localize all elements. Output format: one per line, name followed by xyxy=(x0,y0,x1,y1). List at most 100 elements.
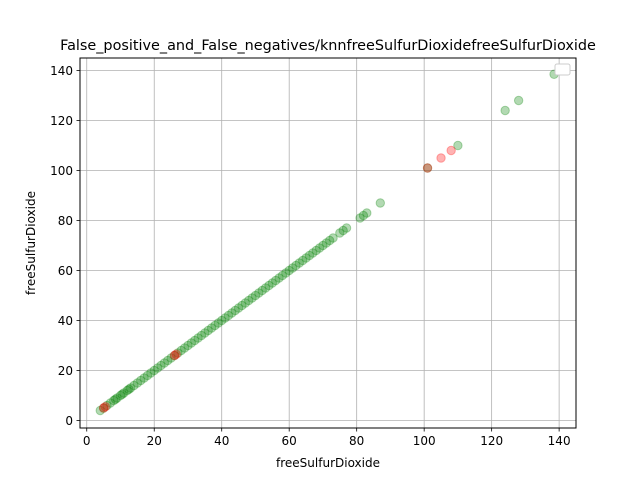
y-tick-label: 60 xyxy=(58,264,73,278)
data-point-correct xyxy=(210,320,220,331)
data-point-correct xyxy=(328,233,338,243)
data-point-correct xyxy=(125,383,136,393)
data-point-correct xyxy=(254,288,264,298)
data-point-correct xyxy=(156,360,166,371)
data-point-misclassified xyxy=(100,402,111,412)
data-point-correct xyxy=(179,343,190,353)
data-point-correct xyxy=(260,283,271,293)
data-point-correct xyxy=(227,308,237,318)
x-tick-label: 0 xyxy=(83,434,91,448)
data-point-correct xyxy=(324,235,335,246)
data-point-correct xyxy=(110,394,121,404)
x-tick-label: 120 xyxy=(480,434,503,448)
data-point-correct xyxy=(223,310,234,321)
data-point-misclassified xyxy=(436,153,446,163)
data-point-correct xyxy=(146,368,156,378)
data-point-correct xyxy=(122,385,132,396)
data-point-correct xyxy=(297,255,308,266)
data-point-correct xyxy=(117,389,127,399)
data-point-correct xyxy=(287,263,298,273)
data-point-correct xyxy=(109,395,119,406)
data-point-correct xyxy=(264,280,274,291)
x-tick-label: 60 xyxy=(282,434,297,448)
x-axis-label: freeSulfurDioxide xyxy=(276,456,380,470)
x-tick-label: 40 xyxy=(214,434,229,448)
data-point-correct xyxy=(166,353,176,363)
data-point-correct xyxy=(200,328,210,338)
plot-frame xyxy=(79,57,577,429)
data-point-correct xyxy=(338,225,348,236)
data-point-correct xyxy=(314,243,325,253)
data-point-correct xyxy=(152,363,163,373)
data-point-correct xyxy=(183,340,193,351)
y-tick-label: 140 xyxy=(50,64,73,78)
data-point-correct xyxy=(321,238,332,248)
data-point-correct xyxy=(173,348,183,358)
data-point-correct xyxy=(230,305,240,316)
data-point-correct xyxy=(240,298,251,308)
data-point-correct xyxy=(102,400,112,411)
data-point-correct xyxy=(267,278,278,288)
data-point-correct xyxy=(294,258,305,268)
data-point-correct xyxy=(139,373,149,383)
data-point-misclassified xyxy=(422,163,433,173)
data-point-correct xyxy=(284,265,294,276)
data-point-correct xyxy=(375,198,385,208)
data-point-correct xyxy=(291,260,301,271)
grid xyxy=(80,58,576,428)
data-point-correct xyxy=(142,370,153,381)
y-tick-label: 100 xyxy=(50,164,73,178)
data-point-correct xyxy=(129,380,139,391)
data-point-misclassified xyxy=(98,403,109,413)
data-point-correct xyxy=(193,333,203,343)
data-point-correct xyxy=(112,393,122,403)
data-points xyxy=(95,69,559,416)
data-point-correct xyxy=(186,338,197,348)
y-tick-label: 120 xyxy=(50,114,73,128)
data-point-correct xyxy=(105,398,116,408)
data-point-correct xyxy=(250,290,261,301)
x-tick-label: 80 xyxy=(349,434,364,448)
data-point-correct xyxy=(124,384,134,394)
data-point-correct xyxy=(500,105,510,116)
data-point-correct xyxy=(362,208,372,218)
data-point-misclassified xyxy=(169,350,180,361)
data-point-correct xyxy=(513,95,524,106)
data-point-correct xyxy=(355,213,365,223)
data-point-correct xyxy=(220,313,230,323)
data-point-correct xyxy=(274,273,284,283)
data-point-correct xyxy=(132,378,143,388)
legend-box xyxy=(554,63,571,76)
data-point-correct xyxy=(281,268,291,278)
data-point-correct xyxy=(176,345,186,356)
data-point-correct xyxy=(237,300,247,311)
data-point-correct xyxy=(271,275,281,286)
data-point-correct xyxy=(169,350,180,361)
data-point-correct xyxy=(119,388,129,398)
data-point-correct xyxy=(341,223,352,233)
data-point-correct xyxy=(98,403,109,413)
data-point-correct xyxy=(203,325,213,336)
data-point-correct xyxy=(159,358,170,368)
y-tick-label: 80 xyxy=(58,214,73,228)
data-point-correct xyxy=(115,390,126,401)
data-point-misclassified xyxy=(446,145,456,156)
x-tick-label: 100 xyxy=(413,434,436,448)
data-point-correct xyxy=(136,375,146,386)
data-point-correct xyxy=(308,248,318,258)
data-point-correct xyxy=(95,405,105,416)
data-point-correct xyxy=(247,293,257,303)
data-point-correct xyxy=(318,240,328,251)
data-point-correct xyxy=(213,318,224,328)
data-point-correct xyxy=(149,365,159,376)
y-tick-label: 20 xyxy=(58,364,73,378)
x-tick-label: 20 xyxy=(147,434,162,448)
data-point-correct xyxy=(311,245,321,256)
data-point-correct xyxy=(301,253,311,263)
data-point-correct xyxy=(277,270,288,281)
data-point-correct xyxy=(206,323,217,333)
data-point-correct xyxy=(163,355,173,366)
data-point-correct xyxy=(453,140,463,151)
